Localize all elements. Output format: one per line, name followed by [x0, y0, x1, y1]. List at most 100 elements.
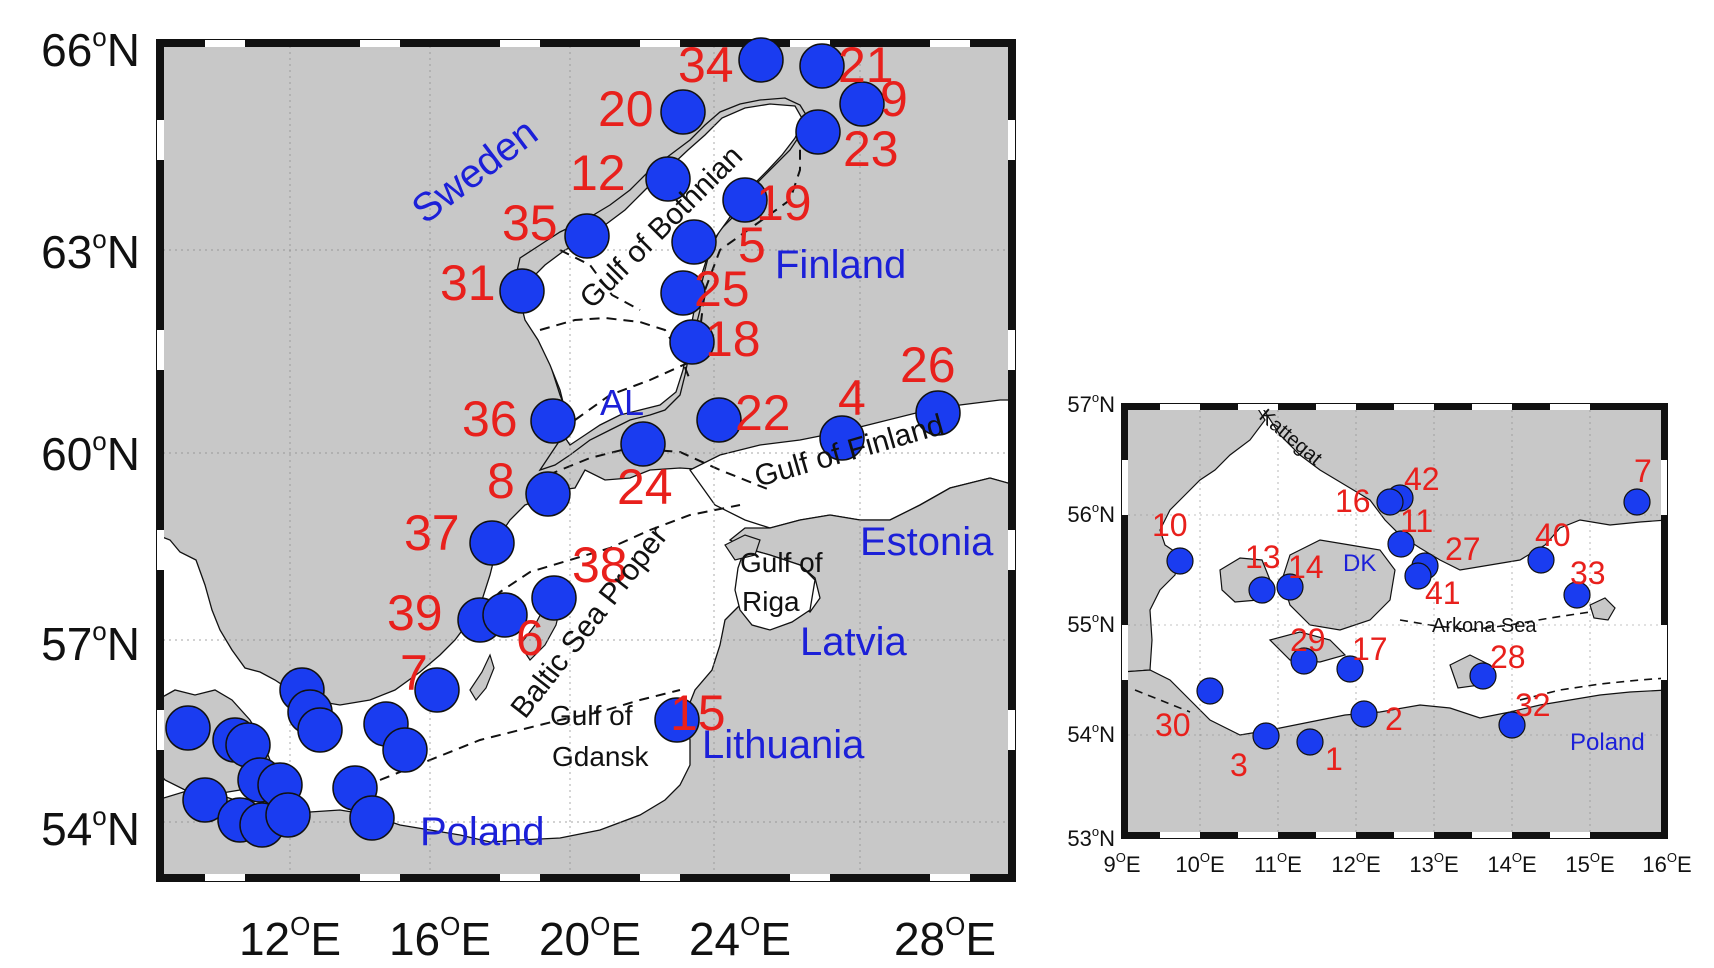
- station-marker: [182, 777, 228, 823]
- station-label: 26: [900, 337, 956, 393]
- station-label: 8: [487, 453, 515, 509]
- lon-label-20: 20OE: [539, 911, 641, 965]
- station-marker: [297, 707, 343, 753]
- country-label-estonia: Estonia: [860, 520, 994, 564]
- station-label: 38: [572, 537, 628, 593]
- station-label: 13: [1245, 539, 1281, 575]
- station-marker: [1276, 573, 1304, 601]
- station-label: 19: [756, 175, 812, 231]
- lat-label-54: 54oN: [41, 801, 140, 855]
- station-marker: [1404, 562, 1432, 590]
- station-label: 12: [570, 145, 626, 201]
- station-marker: [799, 43, 845, 89]
- station-marker: [660, 89, 706, 135]
- station-label: 23: [843, 121, 899, 177]
- lon-label-10: 10OE: [1175, 850, 1224, 877]
- country-label-latvia: Latvia: [800, 620, 907, 664]
- sea-label-gulf-of-riga-2: Riga: [742, 586, 800, 617]
- lon-label-15: 15OE: [1565, 850, 1614, 877]
- station-label: 41: [1425, 575, 1461, 611]
- station-label: 28: [1490, 639, 1526, 675]
- lat-label-56: 56oN: [1067, 500, 1115, 527]
- station-marker: [382, 727, 428, 773]
- station-marker: [738, 37, 784, 83]
- station-marker: [1387, 530, 1415, 558]
- station-label: 5: [738, 217, 766, 273]
- lat-label-57: 57oN: [41, 616, 140, 670]
- station-marker: [525, 471, 571, 517]
- station-label: 17: [1352, 631, 1388, 667]
- station-marker: [1248, 576, 1276, 604]
- lon-label-12: 12OE: [239, 911, 341, 965]
- station-marker: [530, 398, 576, 444]
- lat-label-60: 60oN: [41, 426, 140, 480]
- station-marker: [696, 397, 742, 443]
- station-marker: [1623, 488, 1651, 516]
- lon-label-14: 14OE: [1487, 850, 1536, 877]
- station-label: 6: [516, 610, 544, 666]
- left-map-saaremaa: [724, 534, 761, 561]
- station-marker: [564, 213, 610, 259]
- right-map-land-sweden: [1259, 404, 1667, 571]
- right-map-bornholm: [1589, 597, 1616, 621]
- station-marker: [660, 270, 706, 316]
- right-map-land-lolland: [1268, 631, 1347, 663]
- right-map-lon-labels: 9OE 10OE 11OE 12OE 13OE 14OE 15OE 16OE: [1103, 850, 1691, 877]
- lon-label-12: 12OE: [1331, 850, 1380, 877]
- station-label: 29: [1290, 622, 1326, 658]
- lon-label-13: 13OE: [1409, 850, 1458, 877]
- station-marker: [1469, 662, 1497, 690]
- station-label: 16: [1335, 483, 1371, 519]
- station-label: 37: [404, 505, 460, 561]
- station-label: 30: [1155, 707, 1191, 743]
- country-label-dk: DK: [1343, 550, 1376, 577]
- station-label: 35: [502, 195, 558, 251]
- station-marker: [1498, 711, 1526, 739]
- station-marker: [1166, 547, 1194, 575]
- station-marker: [531, 575, 577, 621]
- lon-label-24: 24OE: [689, 911, 791, 965]
- station-marker: [819, 415, 865, 461]
- left-map-lon-labels: 12OE 16OE 20OE 24OE 28OE: [239, 911, 996, 965]
- station-marker: [1376, 488, 1404, 516]
- station-marker: [165, 705, 211, 751]
- station-marker: [499, 268, 545, 314]
- right-map-land-zealand: [1281, 539, 1396, 631]
- station-label: 20: [598, 81, 654, 137]
- station-marker: [414, 667, 460, 713]
- station-label: 24: [617, 459, 673, 515]
- right-map-country-labels: DK Poland: [1343, 550, 1645, 756]
- lon-label-28: 28OE: [894, 911, 996, 965]
- station-label: 25: [694, 261, 750, 317]
- country-label-lithuania: Lithuania: [702, 723, 865, 767]
- sea-label-gulf-of-riga-1: Gulf of: [740, 547, 823, 578]
- station-marker: [1527, 546, 1555, 574]
- right-map-graticule: [1122, 404, 1667, 838]
- station-marker: [839, 81, 885, 127]
- right-map-lat-labels: 57oN 56oN 55oN 54oN 53oN: [1067, 390, 1115, 851]
- station-label: 36: [462, 391, 518, 447]
- station-label: 7: [1634, 453, 1652, 489]
- station-marker: [469, 520, 515, 566]
- station-label: 4: [838, 370, 866, 426]
- station-label: 34: [678, 37, 734, 93]
- lat-label-63: 63oN: [41, 224, 140, 278]
- station-marker: [1252, 722, 1280, 750]
- lon-label-16: 16OE: [1642, 850, 1691, 877]
- lat-label-54: 54oN: [1067, 720, 1115, 747]
- station-label: 15: [670, 685, 726, 741]
- station-label: 11: [1400, 503, 1433, 539]
- left-map-station-markers: [165, 37, 961, 848]
- station-marker: [669, 319, 715, 365]
- station-label: 9: [880, 71, 908, 127]
- left-map-graticule: [157, 40, 1015, 881]
- lon-label-16: 16OE: [389, 911, 491, 965]
- country-label-finland: Finland: [775, 243, 906, 287]
- country-label-aland: AL: [600, 382, 644, 423]
- right-map-station-labels: 42 7 16 11 10 40 13 14 27 33 41 29 17 28…: [1152, 453, 1652, 783]
- station-label: 3: [1230, 747, 1248, 783]
- station-label: 14: [1288, 549, 1324, 585]
- station-label: 39: [387, 585, 443, 641]
- station-label: 10: [1152, 507, 1188, 543]
